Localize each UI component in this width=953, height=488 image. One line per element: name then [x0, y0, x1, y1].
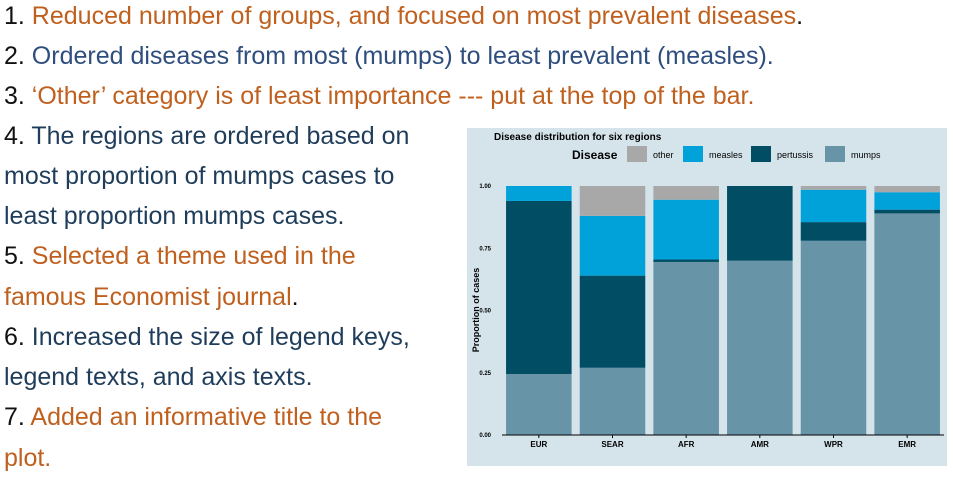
note-1: 1. Reduced number of groups, and focused… [4, 1, 803, 31]
note-6-text: Increased the size of legend keys, [24, 323, 410, 351]
note-5: 5. Selected a theme used in the [4, 241, 356, 271]
note-7-number: 7. [4, 403, 25, 431]
bar-segment-eur-measles [506, 186, 572, 201]
bar-segment-afr-mumps [653, 261, 719, 435]
x-tick-label-emr: EMR [898, 440, 916, 449]
stacked-bar-chart: Disease distribution for six regions Dis… [471, 132, 944, 449]
note-5-text-2: famous Economist journal [4, 283, 292, 311]
x-axis-ticks: EUR SEAR AFR AMR WPR EMR [530, 435, 916, 449]
legend-label-pertussis: pertussis [777, 150, 814, 160]
note-2-text: Ordered diseases from most (mumps) to le… [24, 42, 767, 70]
y-axis-label: Proportion of cases [471, 268, 481, 353]
bar-segment-eur-mumps [506, 374, 572, 435]
x-tick-label-eur: EUR [530, 440, 547, 449]
x-tick-label-amr: AMR [751, 440, 769, 449]
bar-segment-emr-pertussis [874, 209, 940, 214]
note-2-number: 2. [4, 42, 25, 70]
y-tick-label: 0.25 [479, 371, 491, 377]
y-tick-label: 0.75 [479, 246, 491, 252]
legend-label-measles: measles [709, 150, 743, 160]
note-6: 6. Increased the size of legend keys, [4, 322, 410, 352]
bar-segment-wpr-other [800, 186, 867, 190]
bar-segment-emr-mumps [874, 213, 940, 435]
x-tick-label-afr: AFR [678, 440, 695, 449]
bar-segment-wpr-measles [800, 189, 867, 223]
note-5-period: . [291, 283, 299, 311]
bar-segment-sear-other [579, 186, 646, 216]
note-7: 7. Added an informative title to the [4, 402, 382, 432]
bar-segment-sear-measles [579, 215, 646, 276]
note-4-line-2: most proportion of mumps cases to [4, 162, 395, 190]
note-5-number: 5. [4, 242, 25, 270]
y-tick-label: 0.00 [479, 433, 491, 439]
bar-segment-sear-pertussis [579, 275, 646, 368]
y-axis-ticks: 0.00 0.25 0.50 0.75 1.00 [479, 184, 491, 439]
note-4-text: The regions are ordered based on [24, 122, 410, 150]
note-7-text: Added an informative title to the [24, 403, 383, 431]
bar-segment-afr-measles [653, 199, 719, 260]
note-6-line-2: legend texts, and axis texts. [4, 363, 313, 391]
bars [506, 186, 940, 435]
note-1-text: Reduced number of groups, and focused on… [24, 2, 797, 30]
legend-label-mumps: mumps [851, 150, 881, 160]
note-3-period: . [747, 82, 755, 110]
note-1-number: 1. [4, 2, 25, 30]
bar-segment-eur-pertussis [506, 200, 572, 374]
note-1-period: . [796, 2, 804, 30]
x-tick-label-sear: SEAR [601, 440, 623, 449]
note-4-line-3: least proportion mumps cases. [4, 202, 345, 230]
bar-segment-amr-pertussis [727, 186, 793, 261]
bar-segment-amr-mumps [727, 260, 793, 435]
legend-title: Disease [572, 148, 618, 162]
bar-segment-afr-other [653, 186, 719, 200]
note-2: 2. Ordered diseases from most (mumps) to… [4, 41, 774, 71]
y-tick-label: 1.00 [479, 184, 491, 190]
bar-segment-sear-mumps [579, 367, 646, 435]
bar-segment-afr-pertussis [653, 259, 719, 262]
note-5-line-2: famous Economist journal. [4, 282, 299, 312]
note-2-period: . [766, 42, 774, 70]
note-6-number: 6. [4, 323, 25, 351]
note-4-number: 4. [4, 122, 25, 150]
bar-segment-emr-measles [874, 192, 940, 210]
note-3-number: 3. [4, 82, 25, 110]
bar-segment-emr-other [874, 186, 940, 193]
chart-panel: Disease distribution for six regions Dis… [467, 128, 947, 466]
legend: Disease other measles pertussis mumps [572, 146, 881, 162]
legend-key-pertussis [751, 146, 771, 162]
y-tick-label: 0.50 [479, 309, 491, 315]
x-tick-label-wpr: WPR [824, 440, 843, 449]
legend-key-mumps [825, 146, 845, 162]
note-3-text: ‘Other’ category is of least importance … [24, 82, 748, 110]
chart-title: Disease distribution for six regions [494, 132, 662, 143]
note-5-text: Selected a theme used in the [24, 242, 356, 270]
legend-key-other [627, 146, 647, 162]
legend-label-other: other [653, 150, 674, 160]
bar-segment-wpr-mumps [800, 240, 867, 435]
note-4: 4. The regions are ordered based on [4, 121, 409, 151]
bar-segment-wpr-pertussis [800, 222, 867, 241]
note-3: 3. ‘Other’ category is of least importan… [4, 81, 754, 111]
legend-key-measles [683, 146, 703, 162]
note-7-line-2: plot. [4, 444, 52, 472]
